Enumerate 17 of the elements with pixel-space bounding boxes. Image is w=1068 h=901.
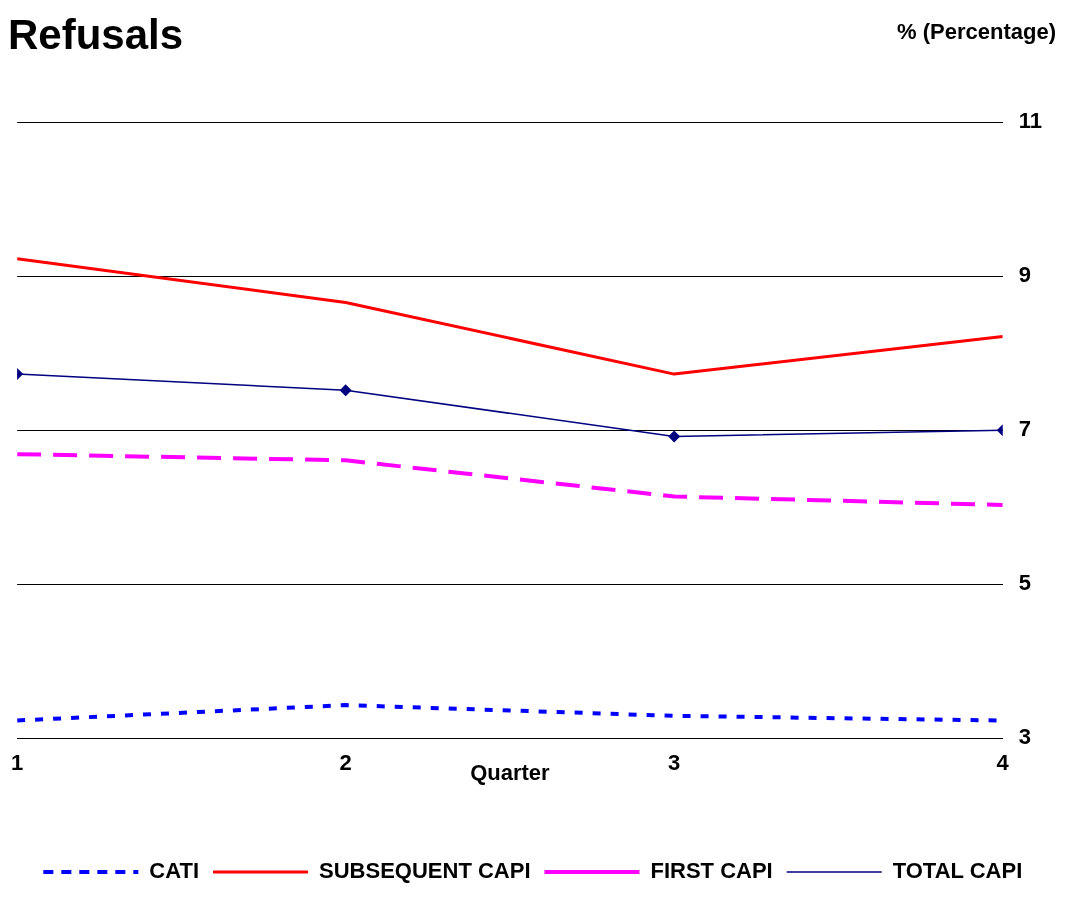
y-tick-label: 9 xyxy=(1018,262,1031,288)
legend-label: CATI xyxy=(149,858,200,884)
y-tick-label: 3 xyxy=(1018,724,1031,750)
legend-label: FIRST CAPI xyxy=(650,858,773,884)
y-axis-title: % (Percentage) xyxy=(897,19,1056,45)
x-tick-label: 4 xyxy=(996,750,1010,776)
legend-label: TOTAL CAPI xyxy=(892,858,1023,884)
x-tick-label: 1 xyxy=(10,750,24,776)
chart-title: Refusals xyxy=(8,10,184,58)
x-axis-title: Quarter xyxy=(470,759,551,785)
legend-label: SUBSEQUENT CAPI xyxy=(319,858,531,884)
y-tick-label: 11 xyxy=(1018,108,1043,134)
y-tick-label: 5 xyxy=(1018,570,1031,596)
x-tick-label: 3 xyxy=(668,750,681,776)
x-tick-label: 2 xyxy=(339,750,352,776)
y-tick-label: 7 xyxy=(1018,416,1031,442)
line-series xyxy=(17,452,1003,507)
